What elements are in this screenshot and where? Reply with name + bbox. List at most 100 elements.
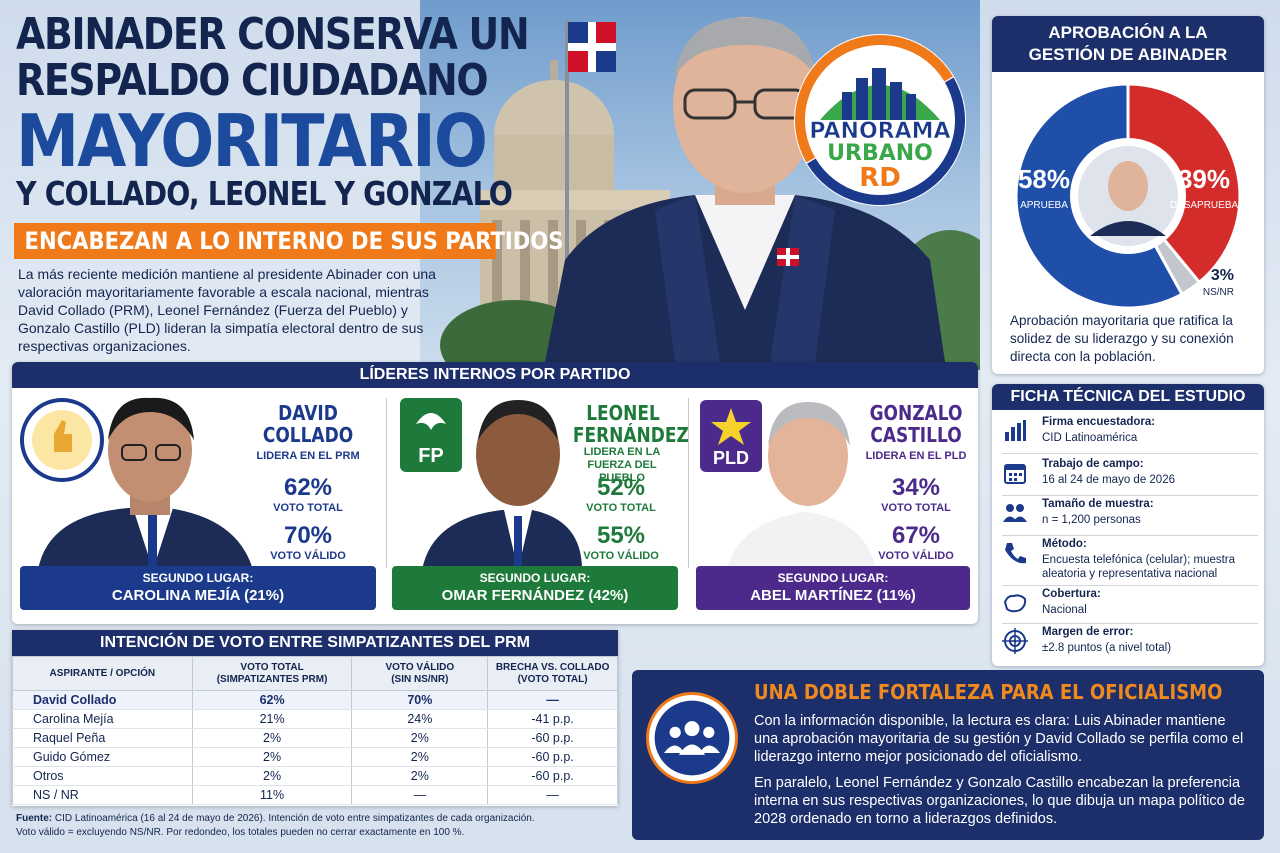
second-place-label: SEGUNDO LUGAR:: [479, 571, 591, 585]
leader-name-line-2: COLLADO: [262, 423, 354, 447]
leader-name-line-2: FERNÁNDEZ: [572, 423, 689, 447]
leader-total-label: VOTO TOTAL: [586, 502, 656, 514]
fortaleza-paragraph-2: En paralelo, Leonel Fernández y Gonzalo …: [754, 775, 1245, 827]
map-icon: [1003, 594, 1027, 613]
table-cell: 70%: [351, 690, 489, 710]
ficha-label: Cobertura:: [1042, 588, 1101, 600]
table-cell: -60 p.p.: [487, 728, 618, 748]
leader-valid-pct: 55%: [596, 522, 646, 549]
leader-name: DAVID COLLADO: [249, 402, 368, 446]
ficha-row-campo: Trabajo de campo: 16 al 24 de mayo de 20…: [1002, 456, 1258, 496]
table-cell: Raquel Peña: [12, 728, 193, 748]
second-place-name: ABEL MARTÍNEZ (11%): [750, 587, 916, 604]
disapprove-pct-label: 39%: [1178, 164, 1230, 194]
table-cell: -60 p.p.: [487, 766, 618, 786]
leader-subtitle: LIDERA EN EL PLD: [865, 450, 967, 462]
approval-note: Aprobación mayoritaria que ratifica la s…: [1010, 313, 1234, 364]
leader-valid-pct: 67%: [891, 522, 941, 549]
nsnr-pct-label: 3%: [1211, 267, 1234, 284]
table-row: David Collado 62% 70% —: [12, 690, 618, 710]
ficha-label: Margen de error:: [1042, 626, 1134, 638]
ficha-row-metodo: Método: Encuesta telefónica (celular); m…: [1002, 536, 1258, 586]
leader-total-pct: 62%: [283, 474, 333, 501]
leader-name-line-2: CASTILLO: [870, 423, 962, 447]
header-subtext: (SIMPATIZANTES PRM): [216, 673, 328, 685]
leader-total-pct: 34%: [891, 474, 941, 501]
table-header-cell: BRECHA VS. COLLADO (VOTO TOTAL): [487, 656, 618, 691]
headline-emphasis: MAYORITARIO: [16, 99, 488, 183]
approve-pct-label: 58%: [1018, 164, 1070, 194]
table-header-cell: VOTO VÁLIDO (SIN NS/NR): [351, 656, 489, 691]
ficha-label: Método:: [1042, 538, 1087, 550]
fortaleza-title: UNA DOBLE FORTALEZA PARA EL OFICIALISMO: [754, 680, 1223, 704]
source-line-2: Voto válido = excluyendo NS/NR. Por redo…: [16, 827, 465, 838]
ficha-value: n = 1,200 personas: [1042, 514, 1141, 526]
table-cell: 62%: [191, 690, 353, 710]
ficha-row-cobertura: Cobertura: Nacional: [1002, 586, 1258, 624]
table-row: Guido Gómez 2% 2% -60 p.p.: [12, 747, 618, 767]
logo-text-3: RD: [859, 163, 901, 193]
headline-line-2: RESPALDO CIUDADANO: [16, 55, 489, 106]
ficha-tecnica-card: FICHA TÉCNICA DEL ESTUDIO Firma encuesta…: [992, 384, 1264, 666]
prm-vote-table-card: INTENCIÓN DE VOTO ENTRE SIMPATIZANTES DE…: [12, 630, 618, 806]
leader-name: GONZALO CASTILLO: [868, 402, 963, 446]
leader-name-line-1: DAVID: [278, 401, 338, 425]
divider: [386, 398, 387, 568]
headline-banner-text: ENCABEZAN A LO INTERNO DE SUS PARTIDOS: [24, 227, 564, 255]
collado-portrait-image: [20, 397, 253, 570]
table-cell: -41 p.p.: [487, 709, 618, 729]
leader-total-label: VOTO TOTAL: [273, 502, 343, 514]
ficha-row-muestra: Tamaño de muestra: n = 1,200 personas: [1002, 496, 1258, 536]
table-cell: Guido Gómez: [12, 747, 193, 767]
second-place-name: OMAR FERNÁNDEZ (42%): [441, 587, 629, 604]
abinader-suit: [1090, 221, 1166, 236]
ficha-row-margen: Margen de error: ±2.8 puntos (a nivel to…: [1002, 624, 1258, 662]
source-line-1: Fuente: CID Latinoamérica (16 al 24 de m…: [16, 812, 636, 826]
source-note: Fuente: CID Latinoamérica (16 al 24 de m…: [16, 812, 636, 840]
panorama-urbano-logo: PANORAMA URBANO RD: [794, 34, 966, 206]
headline-line-4: Y COLLADO, LEONEL Y GONZALO: [16, 174, 513, 213]
header-text: ASPIRANTE / OPCIÓN: [49, 667, 156, 679]
ficha-value: ±2.8 puntos (a nivel total): [1042, 642, 1172, 654]
ficha-value: Encuesta telefónica (celular); muestra a…: [1042, 554, 1236, 580]
dominican-flag-icon: [568, 22, 616, 72]
approve-label: APRUEBA: [1020, 200, 1068, 211]
ficha-value: Nacional: [1042, 604, 1087, 616]
table-row: NS / NR 11% — —: [12, 785, 618, 805]
leader-valid-pct: 70%: [283, 522, 333, 549]
ficha-label: Tamaño de muestra:: [1042, 498, 1154, 510]
castillo-portrait-image: PLD: [700, 400, 876, 570]
source-label: Fuente:: [16, 813, 53, 824]
leader-card-castillo: PLD GONZALO CASTILLO LIDERA EN EL PLD 34…: [696, 390, 974, 618]
leader-card-collado: DAVID COLLADO LIDERA EN EL PRM 62% VOTO …: [18, 390, 384, 618]
table-cell: Carolina Mejía: [12, 709, 193, 729]
second-place-banner: SEGUNDO LUGAR: CAROLINA MEJÍA (21%): [20, 566, 376, 610]
pld-logo-text: PLD: [713, 448, 749, 468]
approval-donut-chart: 58% APRUEBA 39% DESAPRUEBA 3% NS/NR: [1014, 82, 1242, 310]
table-cell: 2%: [191, 747, 353, 767]
table-row: Raquel Peña 2% 2% -60 p.p.: [12, 728, 618, 748]
headline-banner: ENCABEZAN A LO INTERNO DE SUS PARTIDOS: [14, 223, 564, 259]
intro-paragraph: La más reciente medición mantiene al pre…: [18, 266, 436, 354]
leader-subtitle: LIDERA EN LA FUERZA DEL PUEBLO: [583, 446, 661, 484]
leader-valid-label: VOTO VÁLIDO: [270, 550, 346, 562]
table-cell: 2%: [351, 747, 489, 767]
fp-logo-text: FP: [418, 445, 444, 467]
table-cell: —: [487, 690, 618, 710]
table-cell: —: [351, 785, 489, 805]
table-cell: 2%: [191, 766, 353, 786]
table-cell: 2%: [351, 728, 489, 748]
table-cell: Otros: [12, 766, 193, 786]
table-cell: NS / NR: [12, 785, 193, 805]
header-subtext: (SIN NS/NR): [391, 673, 449, 685]
approval-card: APROBACIÓN A LA GESTIÓN DE ABINADER 58% …: [992, 16, 1264, 374]
leaders-title: LÍDERES INTERNOS POR PARTIDO: [12, 362, 978, 388]
bar-chart-icon: [1005, 420, 1026, 441]
table-row: Otros 2% 2% -60 p.p.: [12, 766, 618, 786]
ficha-title: FICHA TÉCNICA DEL ESTUDIO: [992, 384, 1264, 410]
president-portrait-image: [545, 17, 945, 362]
table-cell: 21%: [191, 709, 353, 729]
leader-subtitle: LIDERA EN EL PRM: [256, 450, 360, 462]
nsnr-label: NS/NR: [1203, 287, 1234, 298]
logo-text-1: PANORAMA: [809, 119, 950, 144]
